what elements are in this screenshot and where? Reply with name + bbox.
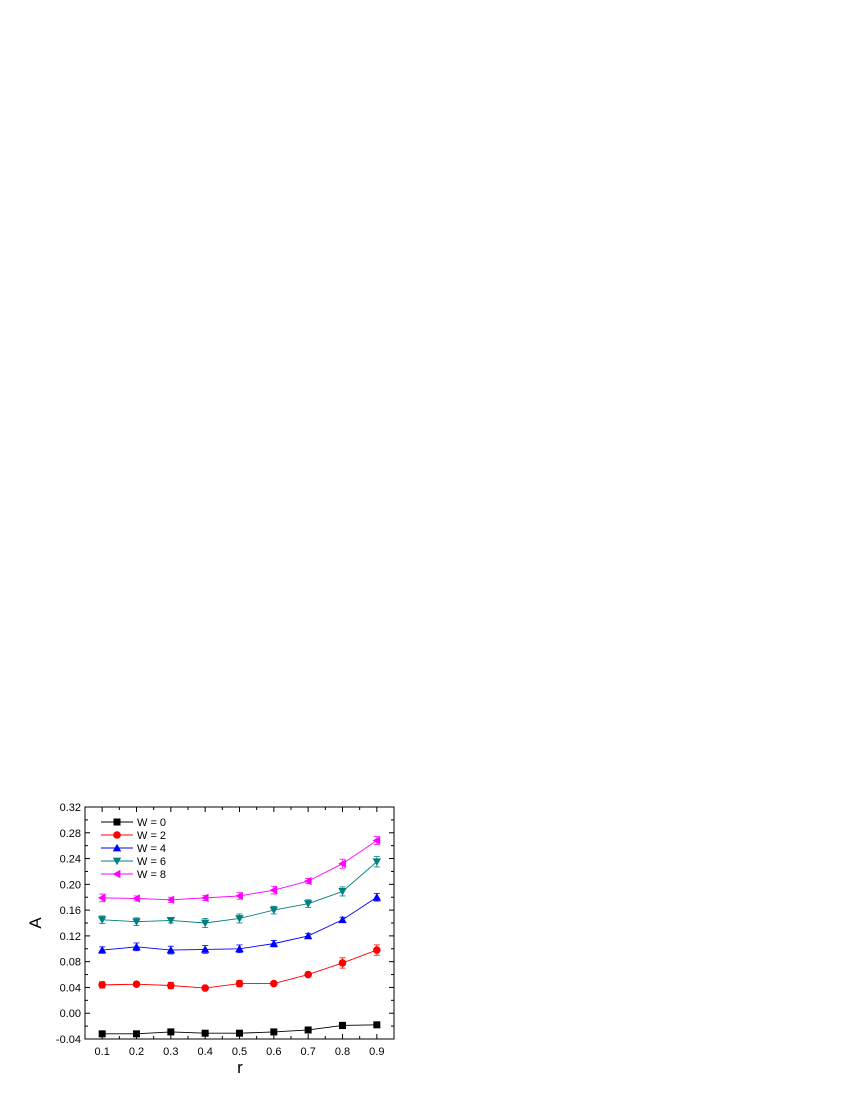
y-tick-label: 0.32 [60, 802, 81, 814]
y-axis: -0.04 0.00 0.04 0.08 0.12 0.16 0.20 0.24 0.28 0.3… [56, 802, 394, 1046]
data-point [373, 946, 381, 954]
x-axis: 0.1 0.2 0.3 0.4 0.5 0.6 0.7 0.8 0.9 [95, 807, 384, 1058]
data-point [201, 984, 209, 992]
x-tick-label: 0.9 [369, 1046, 384, 1058]
y-tick-label: 0.20 [60, 879, 81, 891]
series-3 [97, 856, 382, 928]
legend-label: W = 8 [137, 869, 166, 881]
legend-marker [113, 818, 121, 826]
data-point [132, 894, 140, 903]
legend-entry: W = 2 [101, 830, 166, 842]
data-point [235, 944, 244, 953]
data-point [166, 945, 176, 954]
y-tick-label: -0.04 [56, 1034, 81, 1046]
data-point [97, 945, 107, 954]
data-point [269, 939, 279, 947]
y-tick-label: 0.16 [60, 905, 81, 917]
data-point [338, 915, 347, 924]
data-point [167, 981, 175, 990]
y-tick-label: 0.04 [60, 982, 81, 994]
legend-marker [112, 843, 122, 852]
data-point [304, 1026, 312, 1034]
data-point [235, 979, 244, 988]
data-point [235, 891, 243, 901]
series-2 [97, 892, 382, 955]
series-line [102, 896, 378, 951]
legend-entry: W = 6 [101, 856, 166, 868]
data-point [338, 959, 347, 967]
legend-label: W = 2 [137, 830, 166, 842]
x-axis-title: r [237, 1058, 243, 1077]
data-point [132, 942, 141, 951]
legend-marker [112, 869, 121, 879]
y-tick-label: 0.08 [60, 957, 81, 969]
data-point [372, 893, 382, 901]
x-tick-label: 0.5 [232, 1046, 247, 1058]
legend-entry: W = 4 [101, 843, 166, 855]
data-point [372, 858, 382, 866]
data-point [201, 1029, 209, 1037]
plot-area [97, 836, 382, 1038]
x-tick-label: 0.1 [95, 1046, 110, 1058]
data-point [236, 1029, 243, 1037]
data-point [339, 1021, 346, 1029]
x-tick-label: 0.6 [266, 1046, 281, 1058]
data-point [98, 1030, 106, 1038]
legend-marker [112, 857, 122, 866]
legend: W = 0W = 2W = 4W = 6W = 8 [101, 817, 166, 881]
data-point [303, 900, 313, 908]
data-point [97, 893, 106, 903]
data-point [373, 1021, 381, 1029]
legend-label: W = 0 [137, 817, 166, 829]
x-tick-label: 0.7 [301, 1046, 316, 1058]
data-point [132, 980, 141, 989]
data-point [98, 981, 106, 989]
data-point [166, 917, 176, 925]
y-axis-title: A [26, 917, 45, 929]
data-point [167, 1028, 175, 1036]
data-point [200, 893, 209, 903]
series-0 [98, 1021, 381, 1038]
data-point [269, 906, 279, 915]
x-tick-label: 0.4 [198, 1046, 213, 1058]
y-tick-label: 0.00 [60, 1008, 81, 1020]
y-tick-label: 0.12 [60, 931, 81, 943]
legend-label: W = 6 [137, 856, 166, 868]
data-point [166, 895, 175, 904]
data-point [304, 970, 312, 979]
legend-entry: W = 0 [101, 817, 166, 829]
data-point [200, 945, 210, 953]
data-point [338, 859, 346, 868]
legend-marker [113, 831, 121, 839]
data-point [97, 916, 107, 924]
data-point [269, 885, 278, 895]
x-tick-label: 0.3 [163, 1046, 178, 1058]
y-tick-label: 0.28 [60, 828, 81, 840]
data-point [132, 918, 141, 926]
data-point [303, 931, 313, 940]
series-1 [98, 944, 381, 992]
x-tick-label: 0.8 [335, 1046, 350, 1058]
data-point [270, 1028, 278, 1036]
data-point [270, 979, 278, 988]
x-tick-label: 0.2 [129, 1046, 144, 1058]
data-point [235, 915, 244, 923]
series-4 [97, 836, 381, 904]
data-point [133, 1030, 140, 1038]
legend-label: W = 4 [137, 843, 166, 855]
data-point [303, 876, 312, 886]
legend-entry: W = 8 [101, 869, 166, 881]
data-point [338, 888, 347, 896]
data-point [200, 919, 210, 928]
data-point [372, 836, 381, 845]
y-tick-label: 0.24 [60, 854, 81, 866]
